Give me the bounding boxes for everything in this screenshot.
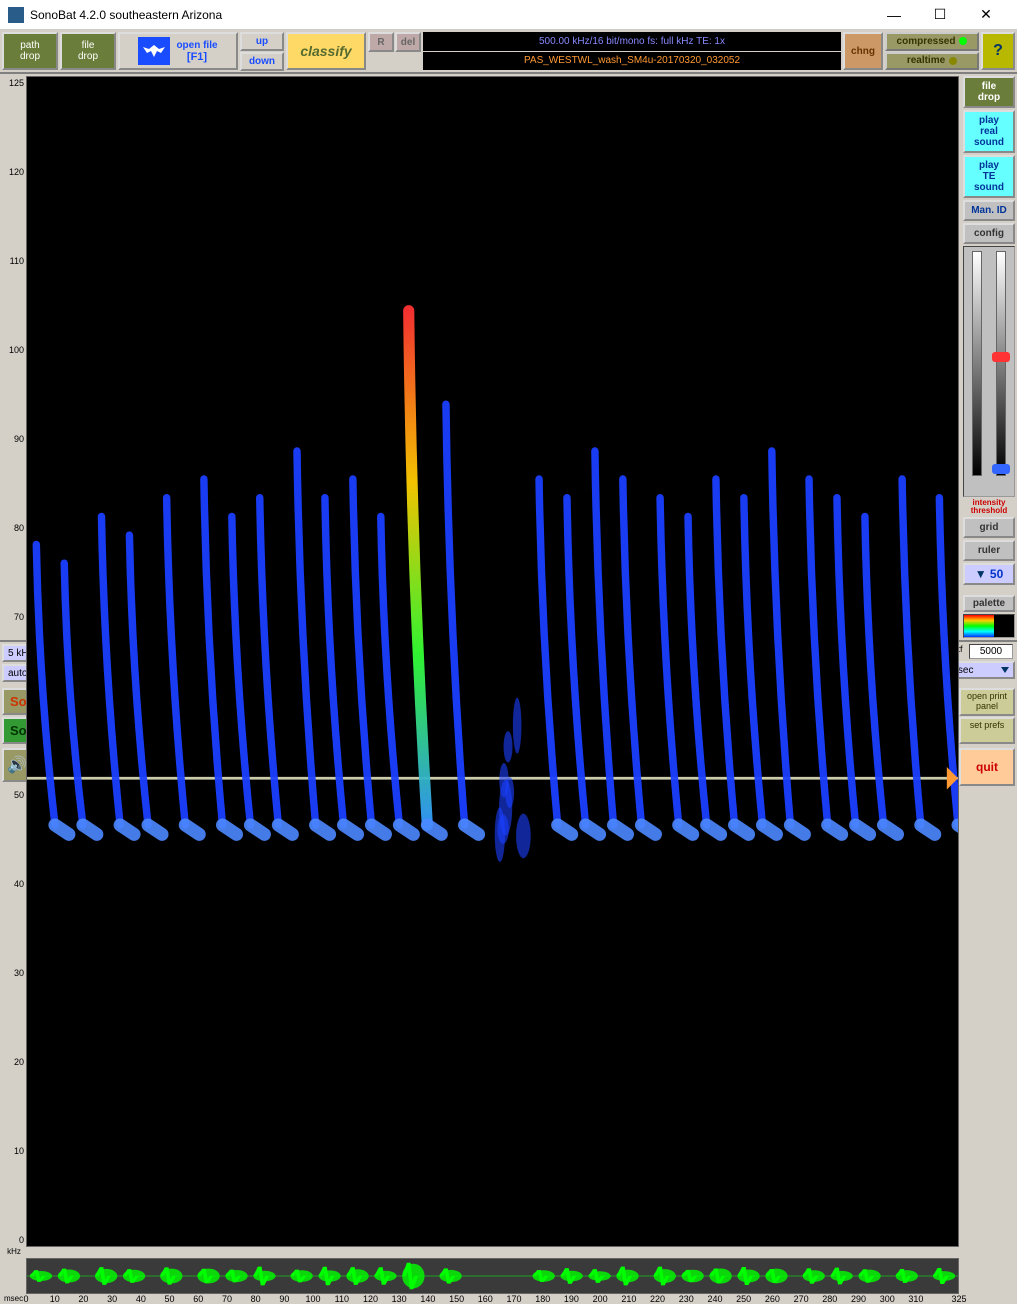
classify-button[interactable]: classify bbox=[286, 32, 366, 70]
ruler-button[interactable]: ruler bbox=[963, 540, 1015, 561]
close-button[interactable]: ✕ bbox=[963, 0, 1009, 30]
open-print-panel-button[interactable]: open print panel bbox=[959, 688, 1015, 716]
spectrogram[interactable] bbox=[26, 76, 959, 1247]
palette-swatch[interactable] bbox=[963, 614, 1015, 638]
intensity-slider[interactable] bbox=[963, 246, 1015, 497]
minimize-button[interactable]: — bbox=[871, 0, 917, 30]
titlebar: SonoBat 4.2.0 southeastern Arizona — ☐ ✕ bbox=[0, 0, 1017, 30]
filename-display: PAS_WESTWL_wash_SM4u-20170320_032052 bbox=[423, 52, 841, 71]
quit-button[interactable]: quit bbox=[959, 748, 1015, 786]
toolbar: path drop file drop open file [F1] up do… bbox=[0, 30, 1017, 74]
speaker-icon: 🔊 bbox=[7, 755, 27, 775]
tf-field[interactable]: 5000 bbox=[969, 644, 1013, 659]
play-real-button[interactable]: play real sound bbox=[963, 110, 1015, 153]
window-title: SonoBat 4.2.0 southeastern Arizona bbox=[30, 8, 871, 22]
realtime-button[interactable]: realtime bbox=[885, 52, 979, 71]
open-file-label: open file bbox=[176, 40, 217, 51]
bat-icon bbox=[138, 37, 170, 65]
open-file-key: [F1] bbox=[176, 51, 217, 63]
ruler-value[interactable]: ▼ 50 bbox=[963, 563, 1015, 585]
compressed-button[interactable]: compressed bbox=[885, 32, 979, 51]
audio-info: 500.00 kHz/16 bit/mono fs: full kHz TE: … bbox=[423, 32, 841, 51]
compressed-led bbox=[959, 37, 967, 45]
intensity-marker-red[interactable] bbox=[992, 352, 1010, 362]
man-id-button[interactable]: Man. ID bbox=[963, 200, 1015, 221]
r-button[interactable]: R bbox=[368, 32, 394, 52]
up-button[interactable]: up bbox=[240, 32, 284, 51]
grid-button[interactable]: grid bbox=[963, 517, 1015, 538]
intensity-label: intensity threshold bbox=[963, 499, 1015, 515]
chng-button[interactable]: chng bbox=[843, 32, 883, 70]
intensity-marker-blue[interactable] bbox=[992, 464, 1010, 474]
play-te-button[interactable]: play TE sound bbox=[963, 155, 1015, 198]
palette-label: palette bbox=[963, 595, 1015, 612]
y-unit-label: kHz bbox=[2, 1247, 26, 1256]
right-panel: file drop play real sound play TE sound … bbox=[961, 74, 1017, 640]
config-button[interactable]: config bbox=[963, 223, 1015, 244]
maximize-button[interactable]: ☐ bbox=[917, 0, 963, 30]
chevron-down-icon bbox=[1001, 667, 1009, 673]
file-drop-button[interactable]: file drop bbox=[60, 32, 116, 70]
set-prefs-button[interactable]: set prefs bbox=[959, 717, 1015, 745]
waveform[interactable] bbox=[26, 1258, 959, 1294]
realtime-led bbox=[949, 57, 957, 65]
open-file-button[interactable]: open file [F1] bbox=[118, 32, 238, 70]
app-icon bbox=[8, 7, 24, 23]
file-drop-right-button[interactable]: file drop bbox=[963, 76, 1015, 108]
path-drop-button[interactable]: path drop bbox=[2, 32, 58, 70]
chart-area: 1251201101009080706050403020100 kHz 0102… bbox=[0, 74, 961, 640]
del-button[interactable]: del bbox=[395, 32, 421, 52]
help-button[interactable]: ? bbox=[981, 32, 1015, 70]
down-button[interactable]: down bbox=[240, 52, 284, 71]
